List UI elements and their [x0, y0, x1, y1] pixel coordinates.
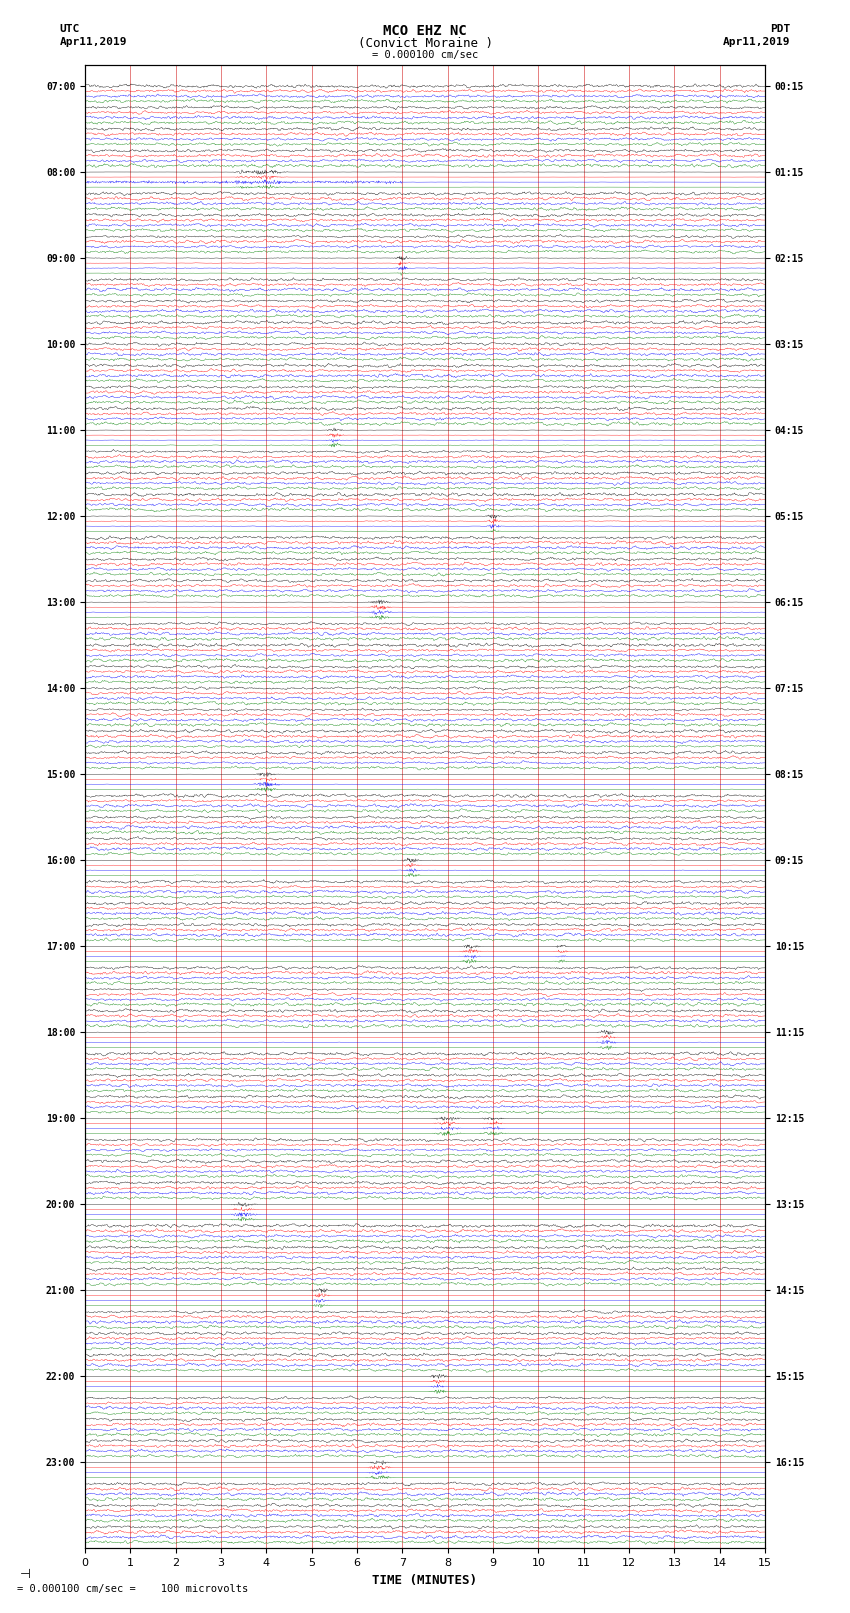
- Text: UTC: UTC: [60, 24, 80, 34]
- Text: = 0.000100 cm/sec: = 0.000100 cm/sec: [371, 50, 478, 60]
- Text: (Convict Moraine ): (Convict Moraine ): [358, 37, 492, 50]
- Text: MCO EHZ NC: MCO EHZ NC: [383, 24, 467, 39]
- X-axis label: TIME (MINUTES): TIME (MINUTES): [372, 1574, 478, 1587]
- Text: $\dashv$: $\dashv$: [17, 1566, 31, 1581]
- Text: PDT: PDT: [770, 24, 790, 34]
- Text: Apr11,2019: Apr11,2019: [723, 37, 791, 47]
- Text: = 0.000100 cm/sec =    100 microvolts: = 0.000100 cm/sec = 100 microvolts: [17, 1584, 248, 1594]
- Text: Apr11,2019: Apr11,2019: [60, 37, 127, 47]
